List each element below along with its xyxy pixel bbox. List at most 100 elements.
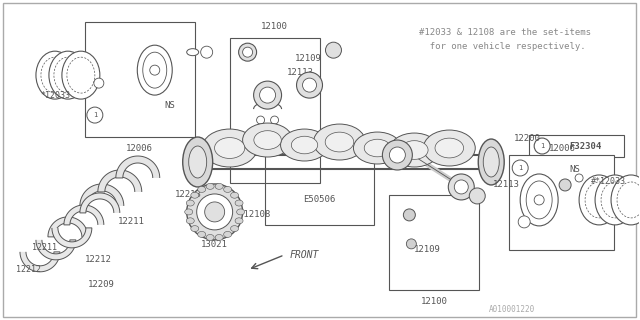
Circle shape bbox=[196, 194, 232, 230]
Circle shape bbox=[243, 47, 253, 57]
Text: 13021: 13021 bbox=[201, 240, 228, 249]
Circle shape bbox=[389, 147, 405, 163]
PathPatch shape bbox=[64, 205, 104, 225]
Ellipse shape bbox=[364, 139, 390, 157]
Ellipse shape bbox=[254, 131, 282, 149]
Ellipse shape bbox=[478, 139, 504, 185]
Ellipse shape bbox=[483, 147, 499, 177]
Text: #*12033: #*12033 bbox=[591, 178, 626, 187]
Text: 12006: 12006 bbox=[548, 143, 575, 153]
Ellipse shape bbox=[143, 52, 167, 88]
Text: 12212: 12212 bbox=[16, 265, 41, 274]
Ellipse shape bbox=[325, 132, 354, 152]
Ellipse shape bbox=[206, 235, 214, 240]
Ellipse shape bbox=[389, 133, 439, 167]
PathPatch shape bbox=[20, 252, 60, 272]
Circle shape bbox=[257, 116, 264, 124]
Ellipse shape bbox=[595, 175, 635, 225]
Circle shape bbox=[383, 140, 412, 170]
Bar bbox=[389, 195, 479, 290]
Bar bbox=[230, 38, 319, 183]
Text: 12211: 12211 bbox=[118, 217, 145, 227]
Ellipse shape bbox=[185, 209, 193, 215]
Ellipse shape bbox=[198, 231, 205, 237]
Ellipse shape bbox=[138, 45, 172, 95]
Text: *12033: *12033 bbox=[40, 91, 70, 100]
Text: 12212: 12212 bbox=[85, 255, 112, 264]
Circle shape bbox=[448, 174, 474, 200]
Bar bbox=[264, 135, 374, 225]
Ellipse shape bbox=[41, 57, 69, 93]
PathPatch shape bbox=[36, 240, 76, 260]
Text: NS: NS bbox=[569, 165, 580, 174]
Text: FRONT: FRONT bbox=[289, 250, 319, 260]
Ellipse shape bbox=[67, 57, 95, 93]
Text: 12109: 12109 bbox=[414, 245, 441, 254]
Text: NS: NS bbox=[164, 100, 175, 109]
Circle shape bbox=[201, 46, 212, 58]
Ellipse shape bbox=[214, 138, 244, 158]
Circle shape bbox=[296, 72, 323, 98]
Ellipse shape bbox=[215, 183, 223, 189]
Circle shape bbox=[271, 116, 278, 124]
Circle shape bbox=[205, 202, 225, 222]
PathPatch shape bbox=[98, 170, 142, 192]
Ellipse shape bbox=[235, 218, 243, 224]
Ellipse shape bbox=[314, 124, 365, 160]
Ellipse shape bbox=[243, 123, 292, 157]
Ellipse shape bbox=[189, 146, 207, 178]
Circle shape bbox=[260, 87, 276, 103]
Ellipse shape bbox=[280, 129, 328, 161]
Bar bbox=[85, 22, 195, 137]
Circle shape bbox=[94, 78, 104, 88]
Ellipse shape bbox=[237, 209, 244, 215]
Text: 12100: 12100 bbox=[421, 297, 448, 306]
Ellipse shape bbox=[401, 141, 428, 159]
Circle shape bbox=[239, 43, 257, 61]
Circle shape bbox=[469, 188, 485, 204]
Text: 12213: 12213 bbox=[175, 190, 202, 199]
Ellipse shape bbox=[230, 226, 239, 232]
PathPatch shape bbox=[48, 217, 88, 237]
Ellipse shape bbox=[198, 187, 205, 192]
Ellipse shape bbox=[202, 129, 257, 167]
Ellipse shape bbox=[601, 182, 629, 218]
Ellipse shape bbox=[182, 137, 212, 187]
Text: A010001220: A010001220 bbox=[489, 305, 536, 314]
Text: 12211: 12211 bbox=[32, 244, 57, 252]
Ellipse shape bbox=[187, 49, 198, 56]
Ellipse shape bbox=[579, 175, 619, 225]
Ellipse shape bbox=[186, 200, 195, 206]
Text: 12113: 12113 bbox=[287, 68, 314, 76]
Text: *12108: *12108 bbox=[239, 211, 271, 220]
Text: 1: 1 bbox=[540, 143, 544, 149]
Ellipse shape bbox=[291, 136, 317, 154]
PathPatch shape bbox=[80, 184, 124, 206]
Ellipse shape bbox=[353, 132, 401, 164]
Ellipse shape bbox=[617, 182, 640, 218]
Ellipse shape bbox=[49, 51, 87, 99]
Circle shape bbox=[303, 78, 317, 92]
Circle shape bbox=[406, 239, 417, 249]
PathPatch shape bbox=[80, 193, 120, 213]
Circle shape bbox=[253, 81, 282, 109]
Circle shape bbox=[575, 174, 583, 182]
Circle shape bbox=[87, 107, 103, 123]
Ellipse shape bbox=[54, 57, 82, 93]
Ellipse shape bbox=[36, 51, 74, 99]
PathPatch shape bbox=[116, 156, 160, 178]
Text: for one vehicle respectively.: for one vehicle respectively. bbox=[419, 42, 586, 51]
Ellipse shape bbox=[215, 235, 223, 240]
Text: 12100: 12100 bbox=[261, 22, 288, 31]
Ellipse shape bbox=[534, 195, 544, 205]
Circle shape bbox=[518, 216, 530, 228]
Circle shape bbox=[187, 184, 243, 240]
Ellipse shape bbox=[423, 130, 476, 166]
Text: 1: 1 bbox=[93, 112, 97, 118]
Text: 12109: 12109 bbox=[294, 54, 321, 63]
Ellipse shape bbox=[611, 175, 640, 225]
Circle shape bbox=[534, 138, 550, 154]
Bar bbox=[509, 155, 614, 250]
Bar bbox=[529, 135, 624, 157]
Text: F32304: F32304 bbox=[569, 141, 602, 150]
